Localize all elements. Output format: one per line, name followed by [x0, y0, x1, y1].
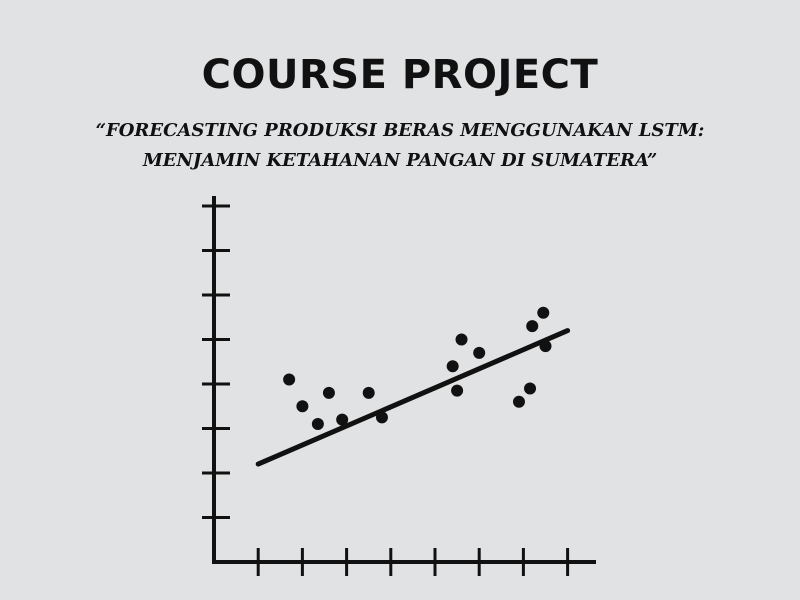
scatter-point — [323, 387, 335, 399]
scatter-point — [456, 334, 468, 346]
scatter-point — [376, 411, 388, 423]
scatter-point — [540, 340, 552, 352]
scatter-point — [524, 382, 536, 394]
scatter-point — [283, 374, 295, 386]
scatter-point — [451, 385, 463, 397]
scatter-points — [283, 307, 551, 430]
scatter-point — [363, 387, 375, 399]
scatter-point — [526, 320, 538, 332]
axis-ticks — [202, 206, 568, 576]
scatter-point — [513, 396, 525, 408]
scatter-point — [296, 400, 308, 412]
scatter-point — [336, 414, 348, 426]
axes — [212, 196, 596, 562]
scatter-point — [473, 347, 485, 359]
scatter-point — [537, 307, 549, 319]
scatter-point — [312, 418, 324, 430]
scatter-point — [447, 360, 459, 372]
